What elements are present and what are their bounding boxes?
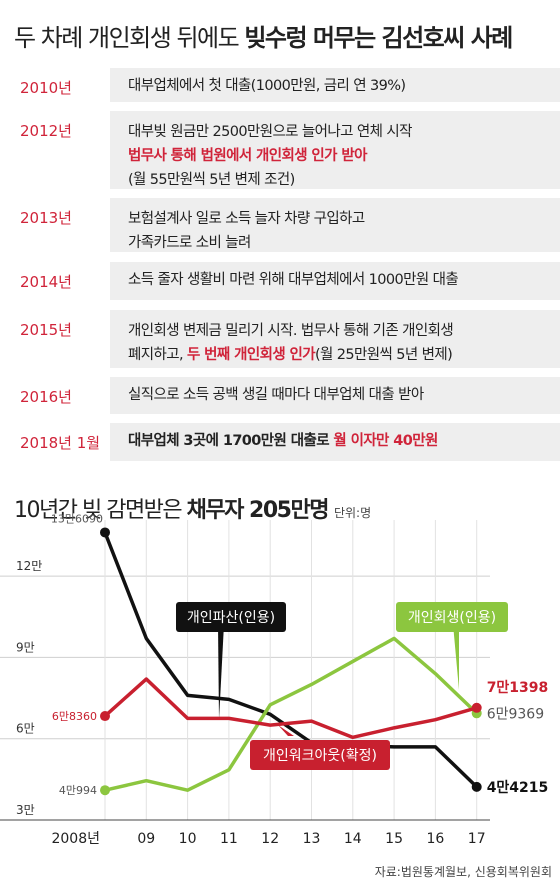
timeline-text: 가족카드로 소비 늘려	[128, 235, 251, 251]
timeline-line: 법무사 통해 법원에서 개인회생 인가 받아	[128, 144, 412, 168]
series-line-0	[103, 531, 478, 789]
timeline-line: 소득 줄자 생활비 마련 위해 대부업체에서 1000만원 대출	[128, 268, 459, 292]
timeline-text: 보험설계사 일로 소득 늘자 차량 구입하고	[128, 211, 365, 227]
timeline-description: 대부업체 3곳에 1700만원 대출로 월 이자만 40만원	[128, 429, 438, 453]
y-tick-label: 9만	[16, 640, 35, 654]
timeline-text: 대부업체에서 첫 대출(1000만원, 금리 연 39%)	[128, 78, 406, 94]
timeline-year-label: 2012년	[20, 122, 72, 140]
series-end-point	[471, 781, 482, 792]
series-label-pointer	[218, 624, 224, 720]
series-start-point	[100, 527, 110, 538]
timeline-year-label: 2014년	[20, 273, 72, 291]
timeline-line: 폐지하고, 두 번째 개인회생 인가(월 25만원씩 5년 변제)	[128, 343, 453, 367]
timeline-text: 두 번째 개인회생 인가	[186, 347, 316, 363]
chart-title-part-1: 10년간 빚 감면받은	[14, 498, 187, 523]
series-label-pointer	[453, 624, 459, 690]
timeline-year: 2014년	[0, 262, 110, 300]
series-label: 개인파산(인용)	[187, 610, 275, 626]
series-start-label: 4만994	[59, 784, 97, 797]
chart-title: 10년간 빚 감면받은 채무자 205만명 단위:명	[14, 492, 371, 524]
series-line-2	[103, 677, 478, 740]
title-part-1: 두 차례 개인회생 뒤에도	[14, 24, 245, 52]
timeline-year: 2015년	[0, 310, 110, 368]
chart-title-part-2: 채무자 205만명	[186, 498, 330, 523]
timeline-text: (월 55만원씩 5년 변제 조건)	[128, 172, 295, 188]
x-tick-label: 17	[468, 831, 486, 847]
series-start-label: 6만8360	[52, 710, 97, 723]
y-tick-label: 3만	[16, 803, 35, 817]
series-label-box	[396, 602, 508, 632]
timeline-line: 대부업체 3곳에 1700만원 대출로 월 이자만 40만원	[128, 429, 438, 453]
title-part-2: 빚수렁 머무는 김선호씨 사례	[244, 24, 513, 52]
timeline-year-label: 2013년	[20, 209, 72, 227]
timeline-text: 대부빚 원금만 2500만원으로 늘어나고 연체 시작	[128, 124, 412, 140]
series-end-point	[471, 702, 482, 713]
timeline-line: 보험설계사 일로 소득 늘자 차량 구입하고	[128, 207, 365, 231]
series-label: 개인회생(인용)	[408, 610, 496, 626]
y-tick-label: 12만	[16, 559, 42, 573]
x-tick-label: 16	[426, 831, 444, 847]
timeline-year-label: 2018년 1월	[20, 434, 101, 452]
timeline-description: 실직으로 소득 공백 생길 때마다 대부업체 대출 받아	[128, 383, 424, 407]
x-tick-label: 12	[261, 831, 279, 847]
series-label-pointer	[278, 725, 294, 736]
timeline-year: 2010년	[0, 68, 110, 102]
timeline-text: 폐지하고,	[128, 347, 187, 363]
series-start-point	[100, 785, 110, 796]
timeline-line: 가족카드로 소비 늘려	[128, 231, 365, 255]
timeline-row: 2014년 소득 줄자 생활비 마련 위해 대부업체에서 1000만원 대출	[0, 262, 560, 300]
series-start-label: 13만6090	[51, 512, 103, 525]
series-start-point	[100, 711, 110, 722]
timeline-year: 2012년	[0, 111, 110, 189]
timeline-text: 개인회생 변제금 밀리기 시작. 법무사 통해 기존 개인회생	[128, 323, 454, 339]
series-line-1	[104, 636, 478, 792]
timeline-year-label: 2010년	[20, 79, 72, 97]
timeline-line: 대부업체에서 첫 대출(1000만원, 금리 연 39%)	[128, 74, 406, 98]
page-title: 두 차례 개인회생 뒤에도 빚수렁 머무는 김선호씨 사례	[14, 18, 513, 53]
timeline-year: 2016년	[0, 377, 110, 414]
timeline-text: (월 25만원씩 5년 변제)	[315, 347, 453, 363]
timeline-row: 2016년 실직으로 소득 공백 생길 때마다 대부업체 대출 받아	[0, 377, 560, 414]
timeline-year: 2018년 1월	[0, 423, 110, 461]
timeline-description: 대부업체에서 첫 대출(1000만원, 금리 연 39%)	[128, 74, 406, 98]
timeline-text: 실직으로 소득 공백 생길 때마다 대부업체 대출 받아	[128, 387, 424, 403]
timeline-description: 소득 줄자 생활비 마련 위해 대부업체에서 1000만원 대출	[128, 268, 459, 292]
x-tick-label: 2008년	[51, 831, 100, 847]
timeline-line: 실직으로 소득 공백 생길 때마다 대부업체 대출 받아	[128, 383, 424, 407]
x-tick-label: 14	[344, 831, 362, 847]
source-note: 자료:법원통계월보, 신용회복위원회	[375, 865, 552, 879]
x-tick-label: 10	[179, 831, 197, 847]
timeline-text: 법무사 통해 법원에서 개인회생 인가 받아	[128, 148, 367, 164]
x-tick-label: 09	[137, 831, 155, 847]
x-tick-label: 13	[303, 831, 321, 847]
series-end-label: 4만4215	[487, 780, 549, 796]
chart-unit: 단위:명	[333, 506, 372, 520]
x-tick-label: 11	[220, 831, 238, 847]
timeline-text: 대부업체 3곳에 1700만원 대출로	[128, 433, 334, 449]
series-end-label: 7만1398	[487, 680, 549, 696]
timeline-year-label: 2015년	[20, 321, 72, 339]
series-label-box	[250, 740, 390, 770]
timeline-line: 개인회생 변제금 밀리기 시작. 법무사 통해 기존 개인회생	[128, 319, 454, 343]
y-tick-label: 6만	[16, 722, 35, 736]
timeline-text: 소득 줄자 생활비 마련 위해 대부업체에서 1000만원 대출	[128, 272, 459, 288]
series-label: 개인워크아웃(확정)	[263, 748, 377, 764]
series-end-label: 6만9369	[487, 706, 544, 722]
timeline-text: 월 이자만 40만원	[333, 433, 438, 449]
timeline-year-label: 2016년	[20, 388, 72, 406]
timeline-row: 2010년 대부업체에서 첫 대출(1000만원, 금리 연 39%)	[0, 68, 560, 102]
series-label-box	[176, 602, 286, 632]
x-tick-label: 15	[385, 831, 403, 847]
timeline-line: 대부빚 원금만 2500만원으로 늘어나고 연체 시작	[128, 120, 412, 144]
timeline-year: 2013년	[0, 198, 110, 252]
timeline-row: 2018년 1월 대부업체 3곳에 1700만원 대출로 월 이자만 40만원	[0, 423, 560, 461]
timeline-line: (월 55만원씩 5년 변제 조건)	[128, 168, 412, 192]
